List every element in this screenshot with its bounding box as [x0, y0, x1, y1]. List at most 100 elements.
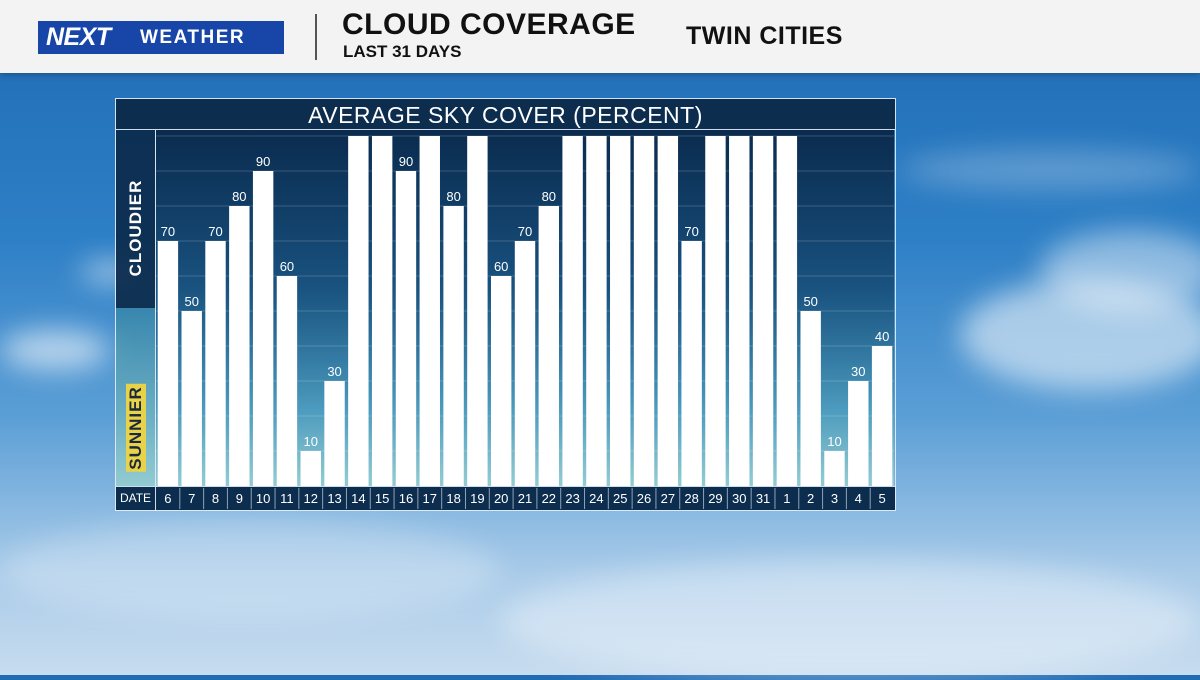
bar-1 [776, 136, 798, 486]
data-label-5: 40 [875, 329, 889, 344]
bar-24 [586, 136, 607, 486]
data-label-13: 30 [327, 364, 341, 379]
bar-9 [229, 206, 250, 486]
background-cloud [900, 150, 1200, 190]
bar-13 [324, 381, 345, 486]
y-axis-side-labels: CLOUDIER SUNNIER [116, 130, 156, 486]
bar-26 [633, 136, 655, 486]
header-bar: NEXT WEATHER CLOUD COVERAGE LAST 31 DAYS… [0, 0, 1200, 73]
date-tick-31: 31 [756, 491, 770, 506]
date-tick-21: 21 [518, 491, 532, 506]
bar-8 [205, 241, 226, 486]
bar-28 [681, 241, 702, 486]
station-logo: NEXT WEATHER [38, 21, 284, 54]
date-tick-29: 29 [708, 491, 722, 506]
location-label: TWIN CITIES [686, 22, 843, 50]
data-label-7: 50 [184, 294, 198, 309]
bar-4 [848, 381, 869, 486]
background-cloud [500, 560, 1200, 680]
bar-20 [490, 276, 512, 486]
data-label-8: 70 [208, 224, 222, 239]
cloudier-zone [116, 130, 155, 308]
data-label-21: 70 [518, 224, 532, 239]
date-tick-17: 17 [423, 491, 437, 506]
date-tick-24: 24 [589, 491, 603, 506]
date-tick-23: 23 [565, 491, 579, 506]
bar-7 [181, 311, 202, 486]
bar-14 [348, 136, 369, 486]
data-label-12: 10 [304, 434, 318, 449]
date-tick-5: 5 [878, 491, 885, 506]
date-axis-row: DATE [116, 486, 895, 511]
date-tick-13: 13 [327, 491, 341, 506]
data-label-28: 70 [684, 224, 698, 239]
bar-17 [419, 136, 440, 486]
date-tick-18: 18 [446, 491, 460, 506]
date-tick-20: 20 [494, 491, 508, 506]
background-cloud [1040, 230, 1200, 310]
data-label-11: 60 [280, 259, 294, 274]
data-label-2: 50 [803, 294, 817, 309]
bar-6 [157, 241, 179, 486]
header-divider [315, 14, 317, 60]
data-label-9: 80 [232, 189, 246, 204]
bar-10 [252, 171, 274, 486]
chart-title: AVERAGE SKY COVER (PERCENT) [116, 99, 895, 130]
date-tick-8: 8 [212, 491, 219, 506]
bar-2 [800, 311, 821, 486]
bar-5 [871, 346, 893, 486]
date-tick-19: 19 [470, 491, 484, 506]
date-tick-4: 4 [855, 491, 862, 506]
data-label-10: 90 [256, 154, 270, 169]
date-tick-26: 26 [637, 491, 651, 506]
data-label-22: 80 [542, 189, 556, 204]
date-tick-27: 27 [661, 491, 675, 506]
date-tick-1: 1 [783, 491, 790, 506]
date-tick-11: 11 [280, 491, 294, 506]
date-tick-7: 7 [188, 491, 195, 506]
data-label-4: 30 [851, 364, 865, 379]
bar-22 [538, 206, 560, 486]
date-tick-9: 9 [236, 491, 243, 506]
logo-weather-text: WEATHER [140, 26, 246, 48]
x-axis-label: DATE [116, 487, 156, 511]
bar-29 [705, 136, 726, 486]
bar-11 [276, 276, 298, 486]
bar-31 [752, 136, 774, 486]
data-label-18: 80 [446, 189, 460, 204]
date-tick-10: 10 [256, 491, 270, 506]
bar-3 [824, 451, 845, 486]
date-tick-3: 3 [831, 491, 838, 506]
date-tick-12: 12 [304, 491, 318, 506]
page-title: CLOUD COVERAGE [342, 8, 636, 41]
date-tick-2: 2 [807, 491, 814, 506]
bar-16 [395, 171, 417, 486]
bar-30 [729, 136, 750, 486]
chart-panel: CLOUDIER SUNNIER AVERAGE SKY COVER (PERC… [115, 98, 896, 511]
date-tick-30: 30 [732, 491, 746, 506]
bar-21 [514, 241, 536, 486]
bar-25 [610, 136, 631, 486]
bar-15 [371, 136, 393, 486]
background-cloud [0, 330, 110, 370]
data-label-16: 90 [399, 154, 413, 169]
date-tick-6: 6 [164, 491, 171, 506]
date-tick-28: 28 [684, 491, 698, 506]
background-cloud [0, 520, 500, 620]
bar-27 [657, 136, 679, 486]
bar-12 [300, 451, 321, 486]
date-tick-25: 25 [613, 491, 627, 506]
bar-23 [562, 136, 583, 486]
data-label-20: 60 [494, 259, 508, 274]
date-tick-14: 14 [351, 491, 365, 506]
data-label-3: 10 [827, 434, 841, 449]
date-tick-22: 22 [542, 491, 556, 506]
date-tick-15: 15 [375, 491, 389, 506]
background-cloud [960, 280, 1200, 390]
page-subtitle: LAST 31 DAYS [343, 42, 462, 61]
logo-next-text: NEXT [46, 23, 111, 51]
bar-19 [467, 136, 488, 486]
data-label-6: 70 [161, 224, 175, 239]
date-tick-16: 16 [399, 491, 413, 506]
